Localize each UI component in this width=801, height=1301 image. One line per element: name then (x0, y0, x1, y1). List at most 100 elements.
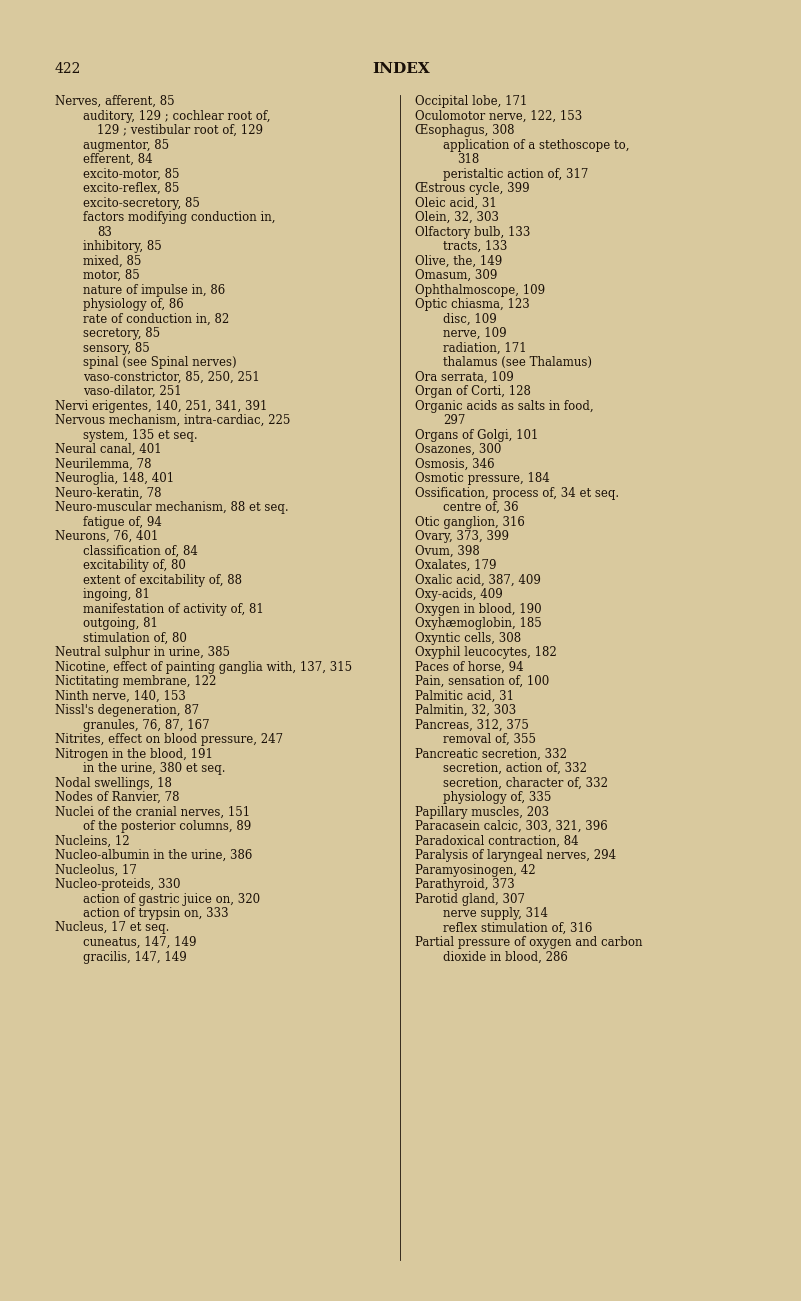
Text: Oxygen in blood, 190: Oxygen in blood, 190 (415, 602, 541, 615)
Text: Paces of horse, 94: Paces of horse, 94 (415, 661, 524, 674)
Text: thalamus (see Thalamus): thalamus (see Thalamus) (443, 356, 592, 369)
Text: mixed, 85: mixed, 85 (83, 255, 141, 268)
Text: Neuro-muscular mechanism, 88 et seq.: Neuro-muscular mechanism, 88 et seq. (55, 501, 288, 514)
Text: Ophthalmoscope, 109: Ophthalmoscope, 109 (415, 284, 545, 297)
Text: Ovum, 398: Ovum, 398 (415, 545, 480, 558)
Text: Neuroglia, 148, 401: Neuroglia, 148, 401 (55, 472, 174, 485)
Text: nerve supply, 314: nerve supply, 314 (443, 907, 548, 920)
Text: Partial pressure of oxygen and carbon: Partial pressure of oxygen and carbon (415, 935, 642, 948)
Text: auditory, 129 ; cochlear root of,: auditory, 129 ; cochlear root of, (83, 109, 271, 122)
Text: Oculomotor nerve, 122, 153: Oculomotor nerve, 122, 153 (415, 109, 582, 122)
Text: inhibitory, 85: inhibitory, 85 (83, 239, 162, 252)
Text: Organ of Corti, 128: Organ of Corti, 128 (415, 385, 531, 398)
Text: excitability of, 80: excitability of, 80 (83, 559, 186, 572)
Text: Organs of Golgi, 101: Organs of Golgi, 101 (415, 428, 538, 441)
Text: secretory, 85: secretory, 85 (83, 327, 160, 340)
Text: disc, 109: disc, 109 (443, 312, 497, 325)
Text: Oleic acid, 31: Oleic acid, 31 (415, 196, 497, 209)
Text: Otic ganglion, 316: Otic ganglion, 316 (415, 515, 525, 528)
Text: Neurons, 76, 401: Neurons, 76, 401 (55, 530, 159, 543)
Text: Paralysis of laryngeal nerves, 294: Paralysis of laryngeal nerves, 294 (415, 850, 616, 863)
Text: application of a stethoscope to,: application of a stethoscope to, (443, 138, 630, 151)
Text: fatigue of, 94: fatigue of, 94 (83, 515, 162, 528)
Text: Optic chiasma, 123: Optic chiasma, 123 (415, 298, 529, 311)
Text: Parotid gland, 307: Parotid gland, 307 (415, 892, 525, 905)
Text: Paracasein calcic, 303, 321, 396: Paracasein calcic, 303, 321, 396 (415, 820, 608, 833)
Text: Ninth nerve, 140, 153: Ninth nerve, 140, 153 (55, 690, 186, 703)
Text: Nervous mechanism, intra-cardiac, 225: Nervous mechanism, intra-cardiac, 225 (55, 414, 291, 427)
Text: Paramyosinogen, 42: Paramyosinogen, 42 (415, 864, 536, 877)
Text: augmentor, 85: augmentor, 85 (83, 138, 169, 151)
Text: Nucleins, 12: Nucleins, 12 (55, 834, 130, 847)
Text: ingoing, 81: ingoing, 81 (83, 588, 150, 601)
Text: of the posterior columns, 89: of the posterior columns, 89 (83, 820, 252, 833)
Text: Pain, sensation of, 100: Pain, sensation of, 100 (415, 675, 549, 688)
Text: gracilis, 147, 149: gracilis, 147, 149 (83, 951, 187, 964)
Text: Neutral sulphur in urine, 385: Neutral sulphur in urine, 385 (55, 647, 230, 660)
Text: Nucleus, 17 et seq.: Nucleus, 17 et seq. (55, 921, 169, 934)
Text: Oxalates, 179: Oxalates, 179 (415, 559, 497, 572)
Text: Olive, the, 149: Olive, the, 149 (415, 255, 502, 268)
Text: Papillary muscles, 203: Papillary muscles, 203 (415, 805, 549, 818)
Text: 83: 83 (97, 225, 112, 238)
Text: Nitrites, effect on blood pressure, 247: Nitrites, effect on blood pressure, 247 (55, 732, 283, 745)
Text: extent of excitability of, 88: extent of excitability of, 88 (83, 574, 242, 587)
Text: Oxalic acid, 387, 409: Oxalic acid, 387, 409 (415, 574, 541, 587)
Text: Nervi erigentes, 140, 251, 341, 391: Nervi erigentes, 140, 251, 341, 391 (55, 399, 268, 412)
Text: Ossification, process of, 34 et seq.: Ossification, process of, 34 et seq. (415, 487, 619, 500)
Text: nature of impulse in, 86: nature of impulse in, 86 (83, 284, 225, 297)
Text: classification of, 84: classification of, 84 (83, 545, 198, 558)
Text: granules, 76, 87, 167: granules, 76, 87, 167 (83, 718, 210, 731)
Text: tracts, 133: tracts, 133 (443, 239, 507, 252)
Text: Nictitating membrane, 122: Nictitating membrane, 122 (55, 675, 216, 688)
Text: Pancreatic secretion, 332: Pancreatic secretion, 332 (415, 748, 567, 761)
Text: action of gastric juice on, 320: action of gastric juice on, 320 (83, 892, 260, 905)
Text: 422: 422 (55, 62, 82, 75)
Text: Neuro-keratin, 78: Neuro-keratin, 78 (55, 487, 162, 500)
Text: physiology of, 86: physiology of, 86 (83, 298, 183, 311)
Text: Parathyroid, 373: Parathyroid, 373 (415, 878, 515, 891)
Text: Palmitin, 32, 303: Palmitin, 32, 303 (415, 704, 517, 717)
Text: system, 135 et seq.: system, 135 et seq. (83, 428, 198, 441)
Text: manifestation of activity of, 81: manifestation of activity of, 81 (83, 602, 264, 615)
Text: Osmosis, 346: Osmosis, 346 (415, 458, 495, 471)
Text: Œsophagus, 308: Œsophagus, 308 (415, 124, 514, 137)
Text: excito-secretory, 85: excito-secretory, 85 (83, 196, 200, 209)
Text: stimulation of, 80: stimulation of, 80 (83, 631, 187, 644)
Text: Nodes of Ranvier, 78: Nodes of Ranvier, 78 (55, 791, 179, 804)
Text: Olfactory bulb, 133: Olfactory bulb, 133 (415, 225, 530, 238)
Text: Ora serrata, 109: Ora serrata, 109 (415, 371, 513, 384)
Text: Ovary, 373, 399: Ovary, 373, 399 (415, 530, 509, 543)
Text: peristaltic action of, 317: peristaltic action of, 317 (443, 168, 589, 181)
Text: sensory, 85: sensory, 85 (83, 341, 150, 354)
Text: Nerves, afferent, 85: Nerves, afferent, 85 (55, 95, 175, 108)
Text: in the urine, 380 et seq.: in the urine, 380 et seq. (83, 762, 226, 775)
Text: outgoing, 81: outgoing, 81 (83, 617, 158, 630)
Text: spinal (see Spinal nerves): spinal (see Spinal nerves) (83, 356, 236, 369)
Text: rate of conduction in, 82: rate of conduction in, 82 (83, 312, 229, 325)
Text: Olein, 32, 303: Olein, 32, 303 (415, 211, 499, 224)
Text: vaso-dilator, 251: vaso-dilator, 251 (83, 385, 182, 398)
Text: Palmitic acid, 31: Palmitic acid, 31 (415, 690, 514, 703)
Text: Oxyhæmoglobin, 185: Oxyhæmoglobin, 185 (415, 617, 541, 630)
Text: Paradoxical contraction, 84: Paradoxical contraction, 84 (415, 834, 578, 847)
Text: Nuclei of the cranial nerves, 151: Nuclei of the cranial nerves, 151 (55, 805, 250, 818)
Text: Nitrogen in the blood, 191: Nitrogen in the blood, 191 (55, 748, 213, 761)
Text: reflex stimulation of, 316: reflex stimulation of, 316 (443, 921, 593, 934)
Text: INDEX: INDEX (372, 62, 430, 75)
Text: secretion, character of, 332: secretion, character of, 332 (443, 777, 608, 790)
Text: 297: 297 (443, 414, 465, 427)
Text: factors modifying conduction in,: factors modifying conduction in, (83, 211, 276, 224)
Text: Oxy-acids, 409: Oxy-acids, 409 (415, 588, 503, 601)
Text: cuneatus, 147, 149: cuneatus, 147, 149 (83, 935, 196, 948)
Text: nerve, 109: nerve, 109 (443, 327, 506, 340)
Text: removal of, 355: removal of, 355 (443, 732, 536, 745)
Text: Oxyntic cells, 308: Oxyntic cells, 308 (415, 631, 521, 644)
Text: action of trypsin on, 333: action of trypsin on, 333 (83, 907, 228, 920)
Text: Organic acids as salts in food,: Organic acids as salts in food, (415, 399, 594, 412)
Text: excito-reflex, 85: excito-reflex, 85 (83, 182, 179, 195)
Text: 318: 318 (457, 154, 479, 167)
Text: motor, 85: motor, 85 (83, 269, 139, 282)
Text: Osazones, 300: Osazones, 300 (415, 444, 501, 455)
Text: Nodal swellings, 18: Nodal swellings, 18 (55, 777, 172, 790)
